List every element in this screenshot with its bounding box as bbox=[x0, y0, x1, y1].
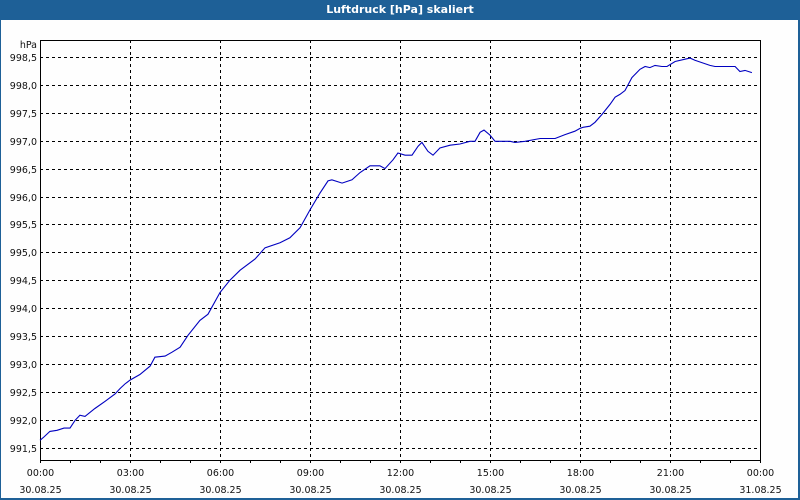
x-tick-date: 30.08.25 bbox=[379, 485, 421, 496]
x-tick-time: 00:00 bbox=[27, 468, 54, 479]
y-axis-unit: hPa bbox=[20, 40, 37, 51]
y-tick-label: 997,5 bbox=[10, 109, 37, 120]
x-tick-date: 30.08.25 bbox=[199, 485, 241, 496]
x-tick-date: 30.08.25 bbox=[19, 485, 61, 496]
x-tick-time: 12:00 bbox=[387, 468, 414, 479]
x-tick-time: 21:00 bbox=[657, 468, 684, 479]
y-tick-label: 996,5 bbox=[10, 165, 37, 176]
y-tick-label: 998,5 bbox=[10, 53, 37, 64]
y-tick-label: 992,5 bbox=[10, 388, 37, 399]
x-tick-time: 03:00 bbox=[117, 468, 144, 479]
y-tick-label: 996,0 bbox=[10, 193, 37, 204]
x-tick-time: 06:00 bbox=[207, 468, 234, 479]
chart-title-bar: Luftdruck [hPa] skaliert bbox=[0, 0, 800, 20]
y-axis-labels: 998,5 998,0 997,5 997,0 996,5 996,0 995,5 995,0… bbox=[10, 53, 37, 455]
y-tick-label: 997,0 bbox=[10, 137, 37, 148]
y-tick-label: 994,0 bbox=[10, 304, 37, 315]
x-tick-date: 30.08.25 bbox=[649, 485, 691, 496]
y-tick-label: 994,5 bbox=[10, 276, 37, 287]
x-tick-time: 00:00 bbox=[747, 468, 774, 479]
x-tick-date: 30.08.25 bbox=[469, 485, 511, 496]
x-tick-date: 30.08.25 bbox=[559, 485, 601, 496]
chart-panel bbox=[1, 20, 798, 498]
y-tick-label: 993,5 bbox=[10, 332, 37, 343]
y-tick-label: 992,0 bbox=[10, 416, 37, 427]
x-tick-time: 15:00 bbox=[477, 468, 504, 479]
chart-title: Luftdruck [hPa] skaliert bbox=[326, 3, 474, 16]
axes bbox=[40, 40, 761, 463]
x-tick-date: 30.08.25 bbox=[289, 485, 331, 496]
x-tick-date: 30.08.25 bbox=[109, 485, 151, 496]
y-tick-label: 991,5 bbox=[10, 444, 37, 455]
pressure-line bbox=[39, 57, 753, 441]
y-tick-label: 993,0 bbox=[10, 360, 37, 371]
grid-lines bbox=[40, 40, 760, 460]
x-tick-time: 18:00 bbox=[567, 468, 594, 479]
y-tick-label: 998,0 bbox=[10, 81, 37, 92]
x-tick-time: 09:00 bbox=[297, 468, 324, 479]
plot-frame bbox=[40, 40, 761, 461]
x-axis-labels: 00:00 30.08.25 03:00 30.08.25 06:00 30.08.25 0… bbox=[19, 468, 781, 496]
y-tick-label: 995,5 bbox=[10, 220, 37, 231]
y-tick-label: 995,0 bbox=[10, 248, 37, 259]
x-tick-date: 31.08.25 bbox=[739, 485, 781, 496]
